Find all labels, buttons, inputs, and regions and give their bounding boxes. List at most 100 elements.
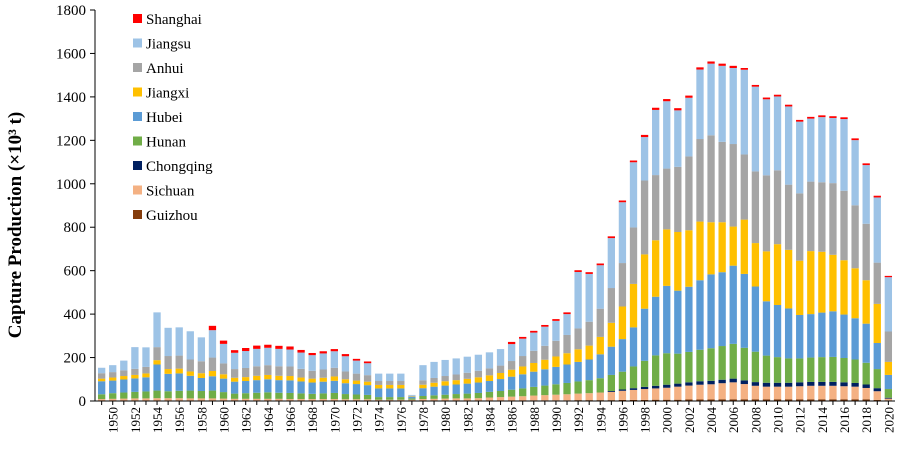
bar-segment-chongqing-2008 bbox=[751, 382, 760, 386]
bar-segment-anhui-1991 bbox=[563, 334, 571, 354]
bar-segment-sichuan-1961 bbox=[230, 398, 239, 401]
x-tick-label: 1974 bbox=[372, 407, 387, 434]
y-tick-label: 200 bbox=[64, 351, 87, 367]
bar-segment-jiangxi-1965 bbox=[275, 375, 283, 381]
bar-segment-jiangsu-2016 bbox=[840, 119, 848, 191]
bar-segment-hunan-1982 bbox=[463, 393, 471, 399]
bars-layer bbox=[97, 61, 893, 402]
bar-segment-jiangxi-1994 bbox=[596, 336, 604, 355]
bar-segment-sichuan-1962 bbox=[242, 398, 250, 401]
bar-segment-jiangxi-1951 bbox=[120, 376, 128, 380]
bar-segment-chongqing-2003 bbox=[696, 381, 704, 385]
bar-segment-sichuan-1964 bbox=[264, 398, 272, 401]
bar-segment-hubei-1950 bbox=[109, 380, 117, 394]
x-tick-label: 2016 bbox=[837, 407, 852, 434]
bar-segment-anhui-1958 bbox=[197, 361, 206, 374]
x-tick-label: 1988 bbox=[527, 407, 542, 433]
bar-segment-hunan-1985 bbox=[496, 391, 505, 398]
bar-segment-jiangsu-1952 bbox=[131, 347, 139, 369]
bar-segment-shanghai-2002 bbox=[685, 95, 693, 98]
bar-segment-jiangxi-2004 bbox=[707, 222, 715, 275]
bar-segment-shanghai-2005 bbox=[718, 63, 726, 66]
bar-segment-shanghai-1992 bbox=[574, 270, 582, 272]
x-tick-label: 1984 bbox=[482, 407, 497, 434]
bar-segment-anhui-1985 bbox=[496, 365, 505, 373]
bar-segment-sichuan-1969 bbox=[319, 399, 327, 401]
bar-segment-jiangxi-2017 bbox=[851, 268, 859, 319]
bar-segment-sichuan-1986 bbox=[507, 396, 516, 401]
bar-segment-jiangxi-1963 bbox=[253, 375, 261, 381]
bar-segment-anhui-1960 bbox=[219, 363, 228, 375]
bar-segment-anhui-1975 bbox=[386, 381, 394, 385]
bar-segment-jiangxi-2018 bbox=[862, 280, 870, 324]
bar-segment-anhui-1999 bbox=[652, 175, 660, 241]
bar-segment-hubei-1975 bbox=[386, 388, 394, 398]
bar-segment-hubei-1952 bbox=[131, 378, 139, 392]
y-tick-label: 1200 bbox=[56, 133, 86, 149]
bar-segment-hunan-1960 bbox=[219, 392, 228, 399]
bar-segment-jiangsu-1973 bbox=[363, 363, 372, 376]
bar-segment-hubei-1977 bbox=[408, 396, 416, 399]
bar-segment-hunan-1990 bbox=[552, 384, 560, 395]
bar-segment-hunan-2012 bbox=[796, 358, 804, 383]
bar-segment-guizhou-2011 bbox=[784, 399, 793, 401]
bar-segment-sichuan-1976 bbox=[397, 399, 405, 401]
bar-segment-hunan-2013 bbox=[807, 357, 815, 382]
bar-segment-hubei-2000 bbox=[663, 285, 671, 354]
bar-segment-jiangxi-2015 bbox=[829, 254, 837, 312]
bar-segment-hubei-1980 bbox=[441, 385, 449, 395]
bar-segment-hubei-2018 bbox=[862, 323, 870, 363]
bar-segment-hubei-1972 bbox=[352, 384, 361, 395]
bar-segment-jiangxi-1976 bbox=[397, 384, 405, 389]
bar-segment-hunan-2010 bbox=[773, 357, 782, 383]
bar-segment-jiangsu-2011 bbox=[784, 106, 793, 185]
x-tick-label: 1950 bbox=[106, 407, 121, 433]
bar-segment-hunan-1996 bbox=[618, 371, 627, 390]
bar-segment-sichuan-2014 bbox=[818, 385, 826, 400]
bar-segment-anhui-2018 bbox=[862, 223, 870, 281]
bar-segment-anhui-1998 bbox=[640, 180, 649, 255]
bar-segment-sichuan-1951 bbox=[120, 398, 128, 401]
bar-segment-anhui-2013 bbox=[807, 181, 815, 252]
bar-segment-anhui-1969 bbox=[319, 369, 327, 378]
bar-segment-sichuan-1991 bbox=[563, 394, 571, 401]
bar-segment-jiangxi-1984 bbox=[485, 375, 494, 382]
bar-segment-jiangsu-1981 bbox=[452, 358, 460, 375]
bar-segment-sichuan-1956 bbox=[175, 398, 183, 401]
bar-segment-sichuan-2003 bbox=[696, 384, 704, 400]
bar-segment-anhui-1997 bbox=[629, 227, 638, 284]
bar-segment-jiangsu-1977 bbox=[408, 394, 416, 396]
bar-segment-hunan-1950 bbox=[109, 393, 117, 399]
legend-swatch-jiangxi bbox=[133, 87, 142, 97]
x-tick-label: 2018 bbox=[859, 407, 874, 433]
bar-segment-sichuan-2010 bbox=[773, 386, 782, 400]
bar-segment-chongqing-1995 bbox=[607, 391, 615, 392]
bar-segment-jiangxi-1973 bbox=[363, 381, 372, 386]
bar-segment-hubei-2012 bbox=[796, 314, 804, 359]
bar-segment-shanghai-2006 bbox=[729, 65, 737, 68]
bar-segment-sichuan-1985 bbox=[496, 397, 505, 401]
bar-segment-jiangsu-1978 bbox=[419, 365, 427, 381]
bar-segment-shanghai-1960 bbox=[219, 340, 228, 344]
bar-segment-anhui-1995 bbox=[607, 288, 615, 323]
bar-segment-shanghai-1971 bbox=[341, 354, 350, 357]
bar-segment-guizhou-2008 bbox=[751, 399, 760, 401]
bar-segment-jiangxi-1962 bbox=[242, 377, 250, 382]
bar-segment-anhui-1981 bbox=[452, 374, 460, 381]
bar-segment-hunan-1964 bbox=[264, 392, 272, 399]
bar-segment-shanghai-2020 bbox=[884, 275, 893, 278]
bar-segment-anhui-1952 bbox=[131, 368, 139, 375]
bar-segment-jiangsu-1986 bbox=[507, 344, 516, 362]
bar-segment-hunan-2014 bbox=[818, 357, 826, 382]
bar-segment-jiangxi-1974 bbox=[375, 384, 383, 389]
bar-segment-jiangsu-1959 bbox=[208, 330, 217, 358]
bar-segment-shanghai-1986 bbox=[507, 341, 516, 345]
bar-segment-jiangsu-2001 bbox=[674, 110, 682, 167]
bar-segment-anhui-1986 bbox=[507, 361, 516, 370]
bar-segment-jiangsu-1949 bbox=[97, 367, 106, 374]
bar-segment-sichuan-1971 bbox=[341, 399, 350, 401]
bar-segment-anhui-1977 bbox=[408, 395, 416, 397]
bar-segment-jiangxi-1992 bbox=[574, 349, 582, 362]
bar-segment-jiangsu-2008 bbox=[751, 86, 760, 172]
bar-segment-sichuan-1953 bbox=[142, 398, 150, 401]
